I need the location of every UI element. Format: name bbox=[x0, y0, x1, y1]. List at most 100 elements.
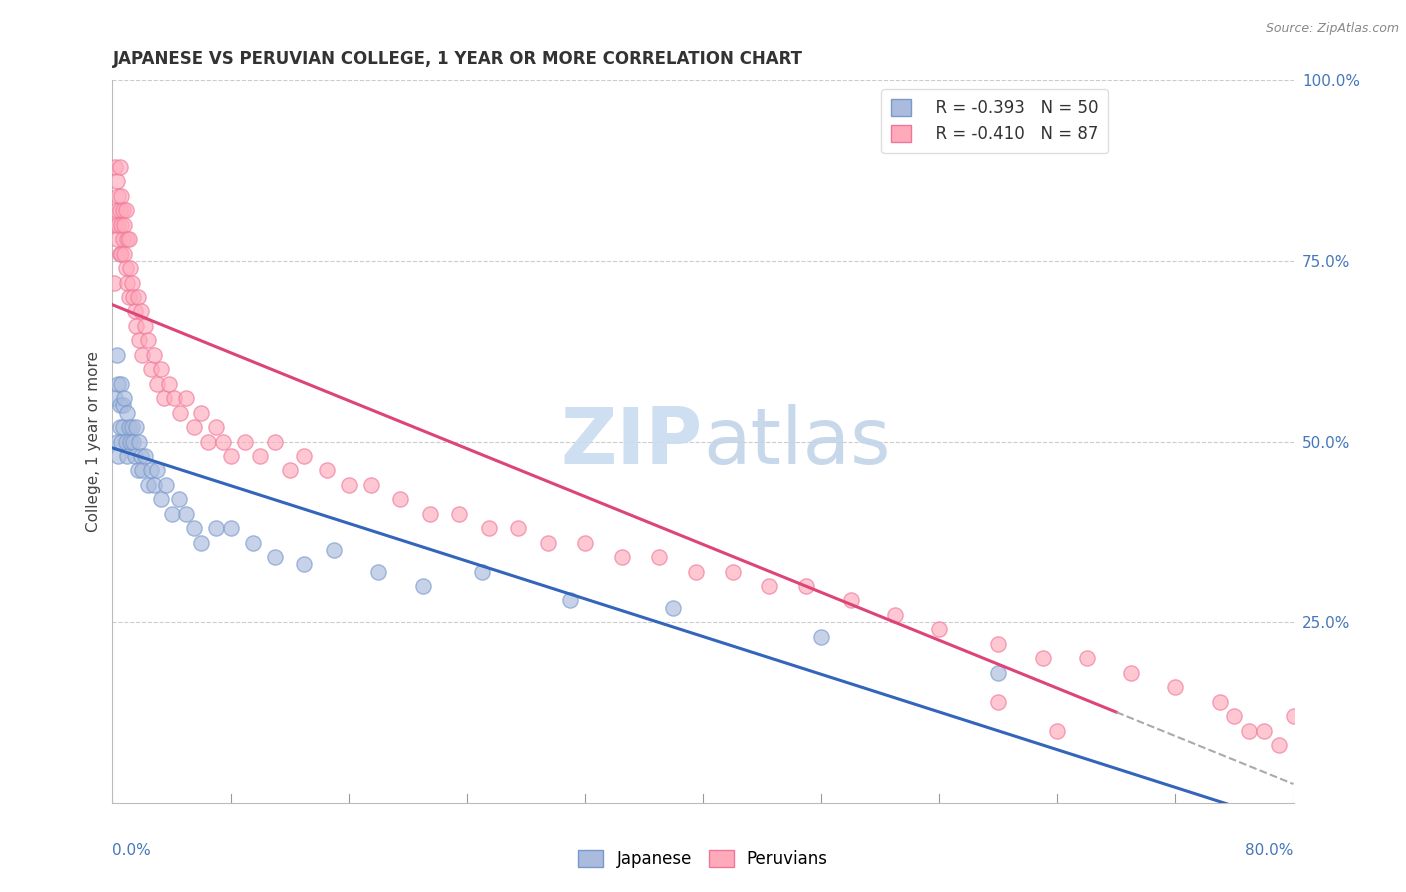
Point bbox=[112, 218, 135, 232]
Point bbox=[124, 449, 146, 463]
Point bbox=[1119, 665, 1142, 680]
Point bbox=[1239, 723, 1261, 738]
Point bbox=[118, 290, 141, 304]
Point bbox=[114, 203, 136, 218]
Point bbox=[647, 550, 671, 565]
Point bbox=[167, 492, 190, 507]
Point bbox=[884, 607, 907, 622]
Point bbox=[111, 398, 134, 412]
Point bbox=[129, 304, 152, 318]
Point bbox=[122, 434, 145, 449]
Point bbox=[129, 449, 152, 463]
Point bbox=[108, 398, 131, 412]
Point bbox=[205, 521, 228, 535]
Point bbox=[1032, 651, 1054, 665]
Point bbox=[233, 434, 256, 449]
Text: 0.0%: 0.0% bbox=[112, 843, 152, 857]
Point bbox=[205, 420, 228, 434]
Point bbox=[323, 542, 346, 557]
Point bbox=[110, 246, 132, 260]
Point bbox=[131, 348, 153, 362]
Point bbox=[315, 463, 337, 477]
Point bbox=[128, 434, 150, 449]
Point bbox=[169, 406, 191, 420]
Point bbox=[1046, 723, 1069, 738]
Point bbox=[104, 218, 127, 232]
Point bbox=[104, 391, 127, 405]
Point bbox=[108, 160, 131, 174]
Point bbox=[107, 376, 129, 391]
Point bbox=[1208, 695, 1232, 709]
Point bbox=[987, 665, 1010, 680]
Point bbox=[367, 565, 389, 579]
Point bbox=[128, 334, 150, 348]
Point bbox=[121, 420, 143, 434]
Point bbox=[118, 232, 141, 246]
Point bbox=[419, 507, 441, 521]
Point bbox=[174, 507, 197, 521]
Point bbox=[117, 406, 138, 420]
Point bbox=[987, 637, 1010, 651]
Point bbox=[183, 521, 205, 535]
Point bbox=[721, 565, 744, 579]
Point bbox=[110, 189, 132, 203]
Point bbox=[249, 449, 271, 463]
Point bbox=[758, 579, 780, 593]
Point bbox=[105, 348, 128, 362]
Point bbox=[117, 449, 138, 463]
Text: Source: ZipAtlas.com: Source: ZipAtlas.com bbox=[1265, 22, 1399, 36]
Text: atlas: atlas bbox=[703, 403, 890, 480]
Point bbox=[139, 362, 162, 376]
Point bbox=[136, 478, 159, 492]
Point bbox=[112, 246, 135, 260]
Point bbox=[470, 565, 494, 579]
Point bbox=[108, 420, 131, 434]
Point bbox=[389, 492, 412, 507]
Point bbox=[134, 318, 156, 333]
Point bbox=[160, 507, 183, 521]
Point bbox=[449, 507, 471, 521]
Point bbox=[111, 203, 134, 218]
Point bbox=[1076, 651, 1098, 665]
Point bbox=[150, 362, 173, 376]
Point bbox=[278, 463, 301, 477]
Point bbox=[118, 420, 141, 434]
Point bbox=[108, 246, 131, 260]
Point bbox=[796, 579, 818, 593]
Point bbox=[105, 232, 128, 246]
Point bbox=[558, 593, 582, 607]
Point bbox=[125, 318, 148, 333]
Point bbox=[105, 174, 128, 188]
Point bbox=[292, 558, 315, 572]
Point bbox=[337, 478, 360, 492]
Point bbox=[478, 521, 501, 535]
Point bbox=[136, 334, 159, 348]
Point bbox=[117, 232, 138, 246]
Point bbox=[146, 376, 169, 391]
Point bbox=[190, 406, 212, 420]
Point bbox=[107, 449, 129, 463]
Point bbox=[662, 600, 685, 615]
Point bbox=[360, 478, 382, 492]
Point bbox=[219, 449, 242, 463]
Point bbox=[107, 189, 129, 203]
Point bbox=[142, 478, 165, 492]
Point bbox=[142, 348, 165, 362]
Point bbox=[411, 579, 433, 593]
Point bbox=[292, 449, 315, 463]
Point bbox=[103, 276, 125, 290]
Y-axis label: College, 1 year or more: College, 1 year or more bbox=[86, 351, 101, 532]
Legend: Japanese, Peruvians: Japanese, Peruvians bbox=[571, 843, 835, 875]
Point bbox=[108, 203, 131, 218]
Point bbox=[264, 550, 287, 565]
Point bbox=[111, 420, 134, 434]
Point bbox=[125, 420, 148, 434]
Point bbox=[174, 391, 197, 405]
Point bbox=[124, 304, 146, 318]
Point bbox=[134, 449, 156, 463]
Point bbox=[190, 535, 212, 549]
Point bbox=[839, 593, 862, 607]
Point bbox=[110, 218, 132, 232]
Point bbox=[107, 218, 129, 232]
Text: JAPANESE VS PERUVIAN COLLEGE, 1 YEAR OR MORE CORRELATION CHART: JAPANESE VS PERUVIAN COLLEGE, 1 YEAR OR … bbox=[112, 50, 803, 68]
